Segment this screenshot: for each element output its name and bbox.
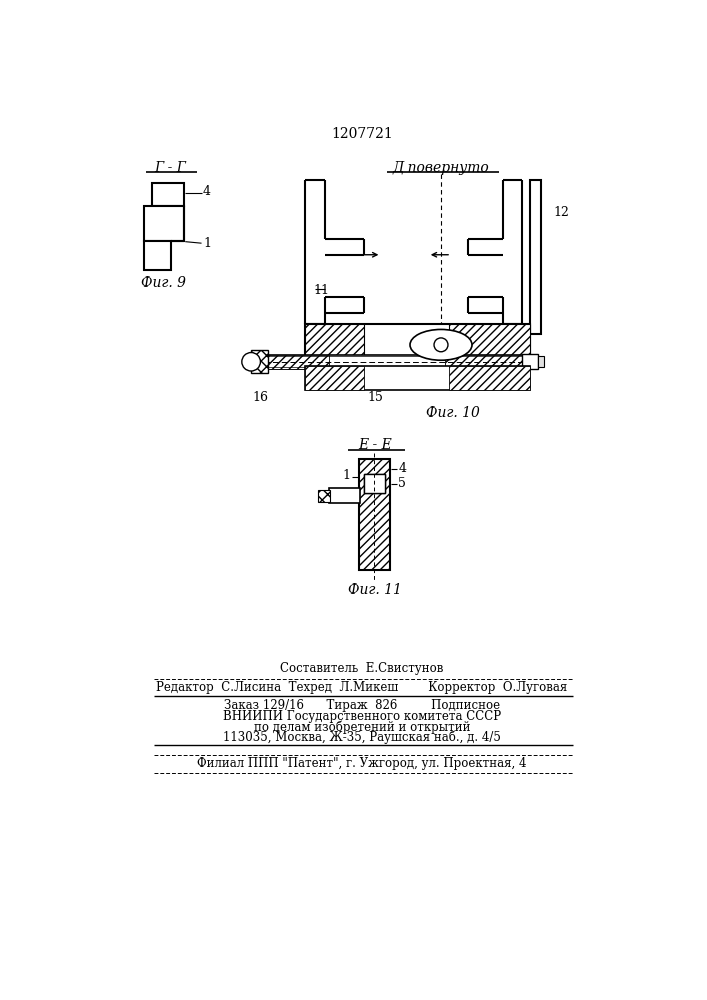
Bar	[449, 366, 530, 389]
Bar	[152, 183, 185, 206]
Text: 16: 16	[252, 391, 269, 404]
Bar	[251, 350, 268, 373]
Bar	[305, 324, 530, 366]
Bar	[305, 366, 363, 389]
Ellipse shape	[410, 329, 472, 360]
Bar	[530, 180, 541, 334]
Bar	[267, 355, 329, 369]
Text: Г - Г: Г - Г	[153, 161, 186, 175]
Text: ВНИИПИ Государственного комитета СССР: ВНИИПИ Государственного комитета СССР	[223, 710, 501, 723]
Text: 113035, Москва, Ж-35, Раушская наб., д. 4/5: 113035, Москва, Ж-35, Раушская наб., д. …	[223, 730, 501, 744]
Text: Составитель  Е.Свистунов: Составитель Е.Свистунов	[280, 662, 443, 675]
Bar	[144, 241, 170, 270]
Text: 1: 1	[342, 469, 351, 482]
Bar	[305, 366, 530, 389]
Circle shape	[434, 338, 448, 352]
Bar	[363, 474, 385, 493]
Text: Заказ 129/16      Тираж  826         Подписное: Заказ 129/16 Тираж 826 Подписное	[224, 699, 500, 712]
Bar	[144, 206, 185, 241]
Text: Е - Е: Е - Е	[358, 438, 392, 452]
Text: 15: 15	[367, 391, 383, 404]
Bar	[449, 324, 530, 366]
Text: Фиг. 9: Фиг. 9	[141, 276, 186, 290]
Text: 1207721: 1207721	[331, 127, 393, 141]
Text: Филиал ППП "Патент", г. Ужгород, ул. Проектная, 4: Филиал ППП "Патент", г. Ужгород, ул. Про…	[197, 757, 527, 770]
Text: 4: 4	[398, 462, 407, 475]
Text: 5: 5	[398, 477, 407, 490]
Bar	[363, 474, 385, 493]
Bar	[305, 324, 363, 366]
Bar	[317, 490, 330, 502]
Bar	[329, 488, 360, 503]
Text: по делам изобретений и открытий: по делам изобретений и открытий	[254, 720, 470, 734]
Circle shape	[242, 353, 260, 371]
Text: Фиг. 11: Фиг. 11	[348, 583, 402, 597]
Text: 1: 1	[203, 237, 211, 250]
Bar	[267, 355, 522, 369]
Text: Д повернуто: Д повернуто	[392, 161, 489, 175]
Bar	[522, 354, 538, 369]
Text: Фиг. 10: Фиг. 10	[426, 406, 479, 420]
Text: 12: 12	[554, 206, 569, 219]
Text: 4: 4	[203, 185, 211, 198]
Text: 11: 11	[313, 284, 329, 297]
Bar	[445, 355, 522, 369]
Bar	[538, 356, 544, 367]
Text: Редактор  С.Лисина  Техред  Л.Микеш        Корректор  О.Луговая: Редактор С.Лисина Техред Л.Микеш Коррект…	[156, 681, 568, 694]
Bar	[359, 459, 390, 570]
